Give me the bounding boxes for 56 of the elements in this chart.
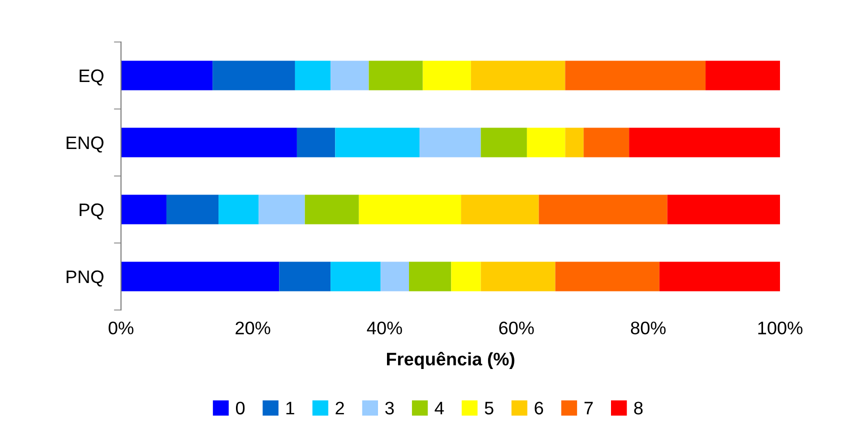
- legend-label: 4: [434, 402, 444, 414]
- bar: [294, 60, 331, 90]
- bar: [121, 128, 297, 158]
- bar: [296, 128, 336, 158]
- legend-label: 5: [484, 402, 494, 414]
- bar: [470, 60, 566, 90]
- legend-label: 3: [385, 402, 394, 414]
- bar: [422, 60, 471, 90]
- legend-label: 8: [634, 402, 643, 414]
- bar: [480, 128, 527, 158]
- bar: [565, 128, 584, 158]
- x-tick-label: 80%: [630, 322, 666, 334]
- bar: [368, 60, 423, 90]
- legend-label: 2: [336, 402, 344, 414]
- bar: [121, 262, 280, 292]
- x-tick-label: 100%: [758, 322, 802, 334]
- y-tick-label: ENQ: [66, 136, 104, 152]
- bar: [212, 60, 295, 90]
- bar: [538, 194, 668, 224]
- bar: [461, 194, 539, 224]
- legend-label: 6: [534, 402, 544, 414]
- bar: [565, 60, 706, 90]
- bar: [218, 194, 259, 224]
- bar: [408, 262, 452, 292]
- bar: [451, 262, 481, 292]
- bar: [667, 194, 780, 224]
- bar: [555, 262, 660, 292]
- y-tick-label: PQ: [80, 203, 104, 220]
- bar: [335, 128, 420, 158]
- bar: [629, 128, 780, 158]
- x-tick-label: 0%: [108, 322, 134, 334]
- legend-label: 7: [584, 402, 593, 414]
- bar: [258, 194, 305, 224]
- legend-label: 0: [236, 402, 245, 414]
- bar: [420, 128, 481, 158]
- bar: [330, 60, 369, 90]
- bar: [358, 194, 462, 224]
- legend-label: 1: [286, 402, 294, 414]
- y-tick-label: PNQ: [66, 270, 104, 286]
- bar: [121, 194, 166, 224]
- bar: [166, 194, 219, 224]
- bar: [304, 194, 359, 224]
- bar: [706, 60, 780, 90]
- bar: [659, 262, 780, 292]
- bar: [526, 128, 566, 158]
- bar: [279, 262, 331, 292]
- bar: [380, 262, 409, 292]
- x-tick-label: 60%: [499, 322, 534, 334]
- bar: [584, 128, 630, 158]
- x-tick-label: 20%: [236, 322, 270, 334]
- bar: [121, 60, 213, 90]
- x-tick-label: 40%: [366, 322, 402, 334]
- y-tick-label: EQ: [80, 69, 104, 86]
- x-axis-title: Frequência (%): [387, 352, 514, 370]
- bar: [480, 262, 556, 292]
- bar: [330, 262, 381, 292]
